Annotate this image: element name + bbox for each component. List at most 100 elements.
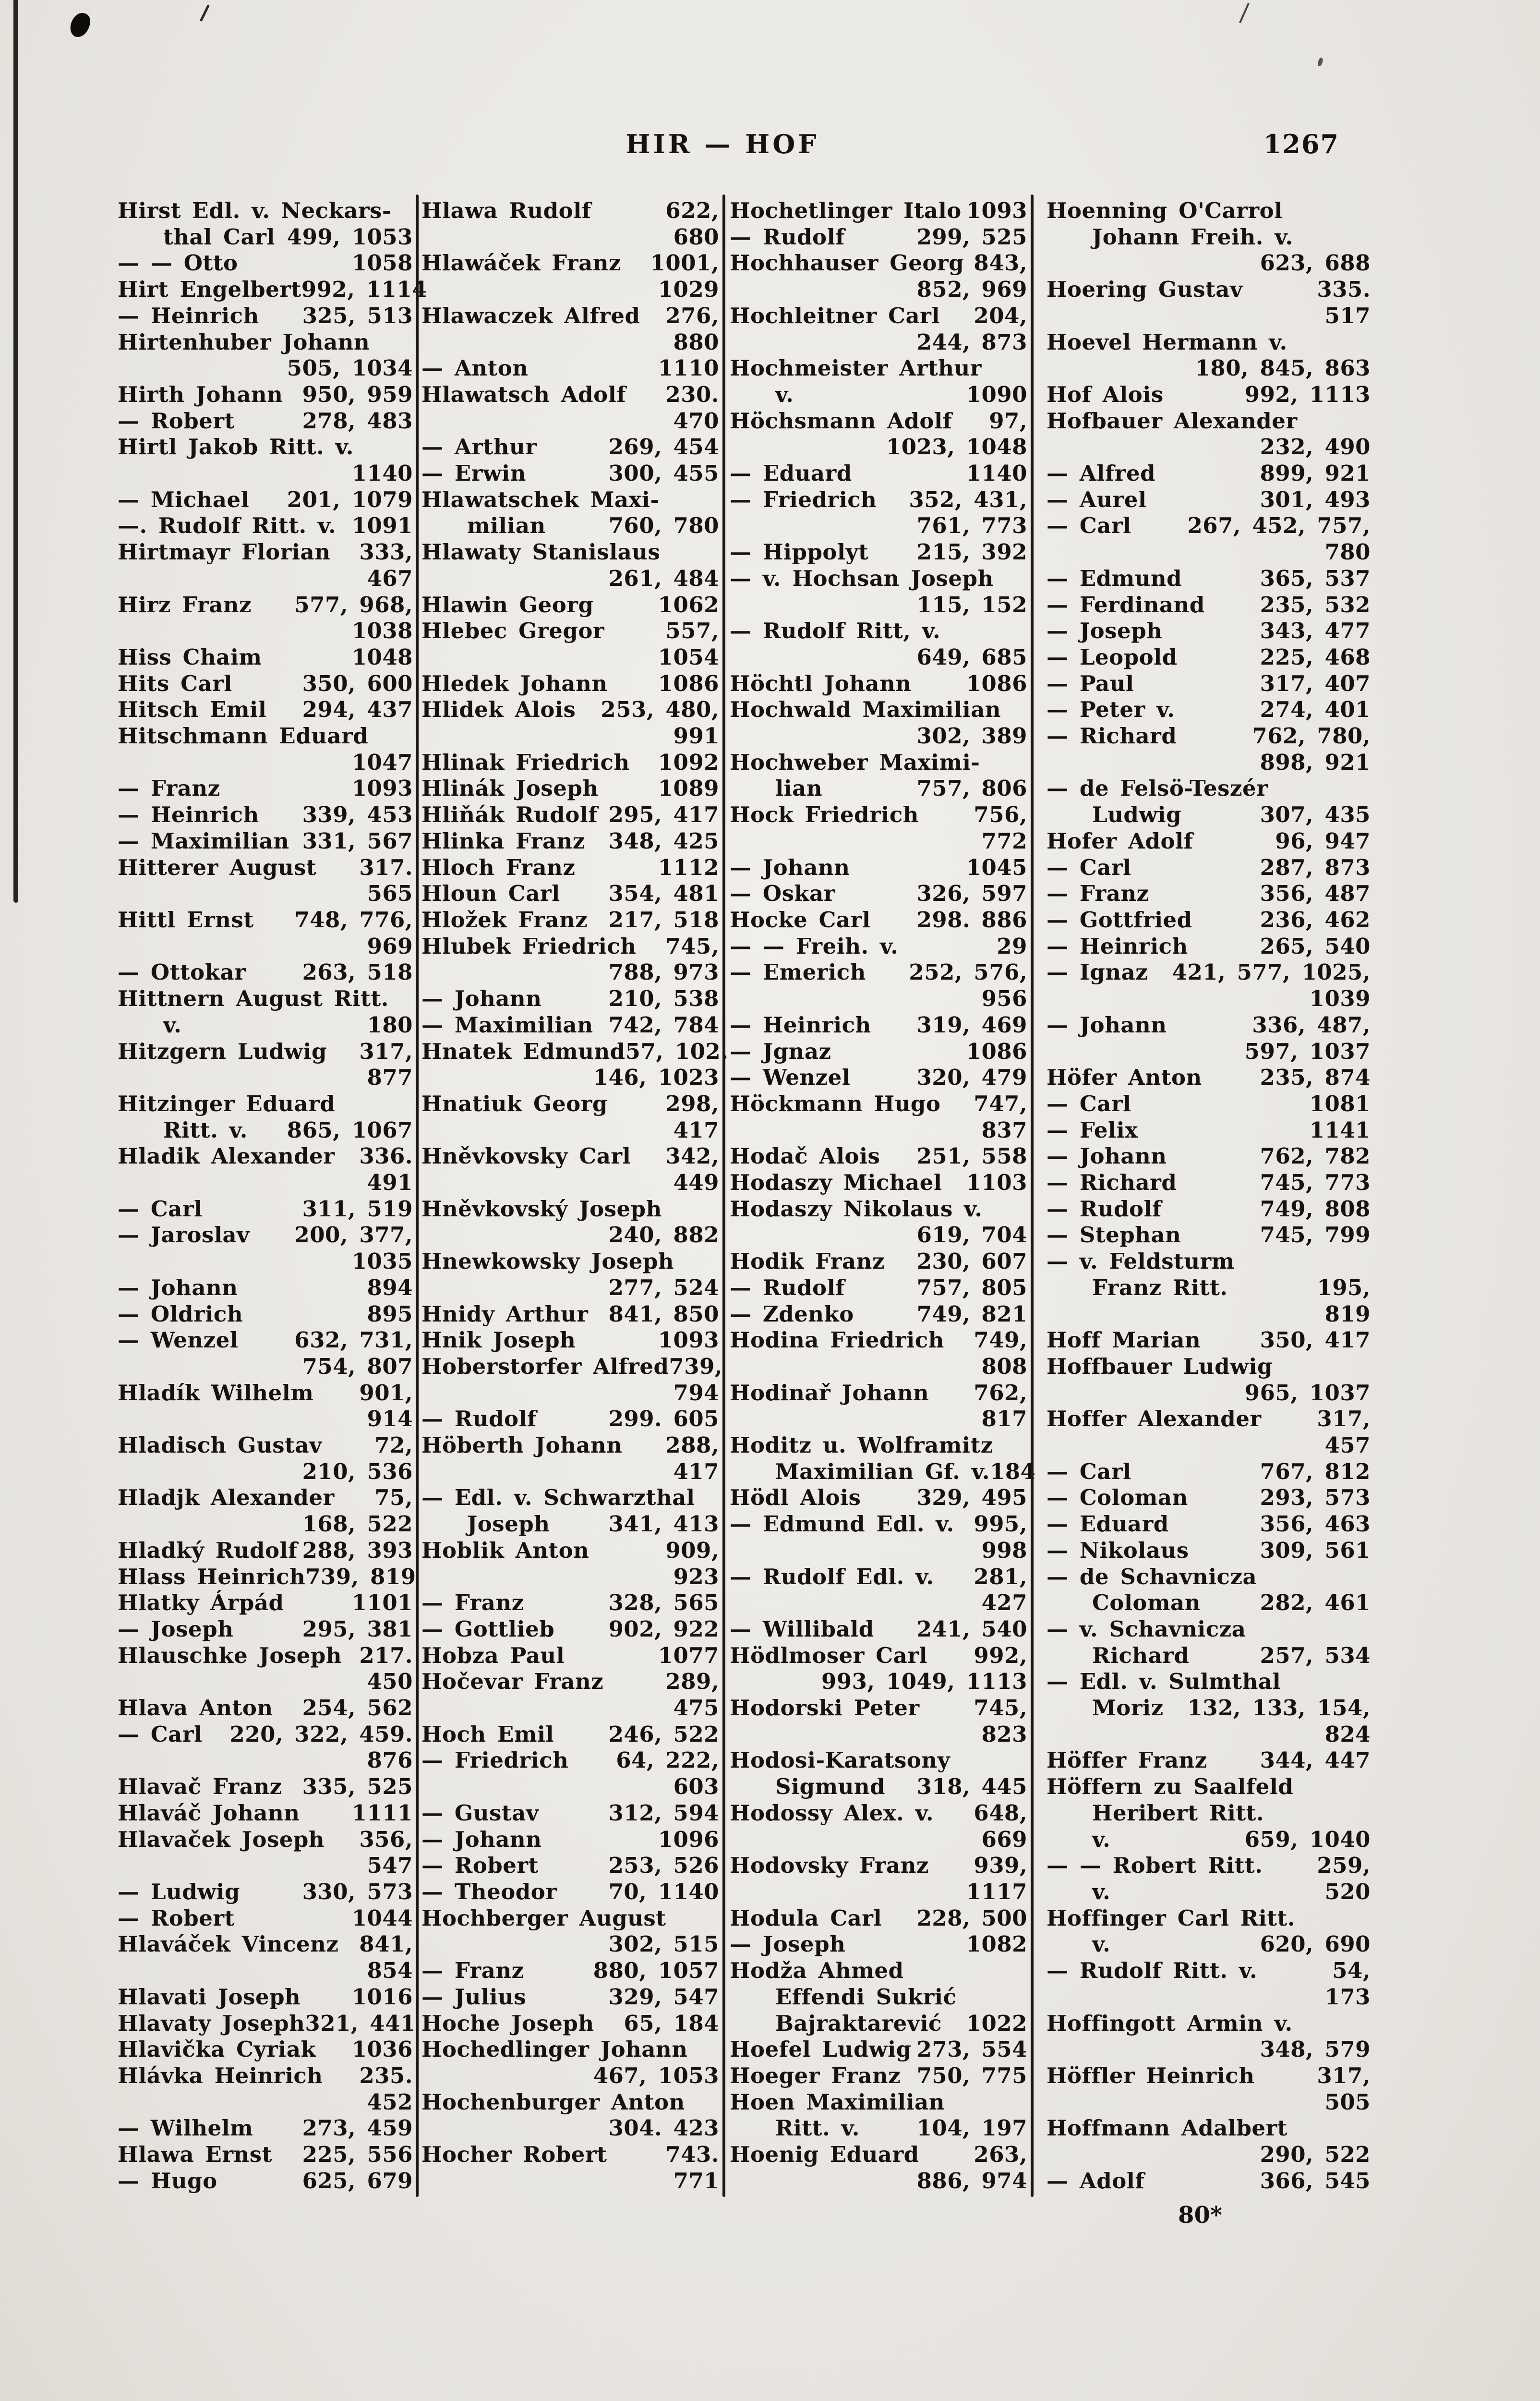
index-line: Hodinař Johann 762,	[730, 1380, 1027, 1407]
index-line: — Rudolf Ritt. v. 54,	[1047, 1958, 1371, 1984]
entry-name: v.	[1092, 1826, 1111, 1852]
index-line: — Oskar 326, 597	[730, 881, 1027, 907]
entry-name: Hitterer August	[118, 854, 317, 880]
index-line: — Theodor 70, 1140	[421, 1879, 719, 1905]
index-line: 210, 536	[118, 1459, 413, 1485]
index-line: 876	[118, 1747, 413, 1774]
entry-name: Hliňák Rudolf	[421, 802, 598, 828]
entry-page-numbers: 597, 1037	[1244, 1038, 1371, 1064]
entry-page-numbers: 467	[367, 565, 413, 591]
entry-name: — Jaroslav	[118, 1222, 250, 1248]
entry-page-numbers: 1082	[966, 1931, 1027, 1957]
index-line: 771	[421, 2168, 719, 2195]
entry-page-numbers: 794	[673, 1380, 719, 1406]
entry-name: Hladik Alexander	[118, 1143, 335, 1169]
entry-name: — Robert	[421, 1853, 539, 1879]
entry-name: Hlavaty Joseph	[118, 2010, 305, 2036]
index-line: — Ferdinand 235, 532	[1047, 592, 1371, 618]
entry-page-numbers: 72,	[374, 1432, 413, 1458]
index-line: —. Rudolf Ritt. v. 1091	[118, 513, 413, 539]
entry-name: — Aurel	[1047, 486, 1147, 512]
entry-page-numbers: 1093	[351, 776, 413, 801]
index-line: Hocke Carl 298. 886	[730, 907, 1027, 934]
index-line: Hlauschke Joseph 217.	[118, 1643, 413, 1669]
entry-name: Hlinák Joseph	[421, 776, 599, 801]
index-line: Höchtl Johann 1086	[730, 671, 1027, 697]
entry-page-numbers: 293, 573	[1260, 1485, 1371, 1511]
index-line: — — Otto 1058	[118, 250, 413, 277]
index-line: 168, 522	[118, 1511, 413, 1538]
printer-signature-mark: 80*	[1178, 2202, 1222, 2229]
entry-page-numbers: 1058	[351, 250, 413, 276]
index-line: — Carl 311, 519	[118, 1196, 413, 1223]
entry-name: Höchtl Johann	[730, 670, 912, 696]
entry-page-numbers: 230.	[665, 381, 719, 407]
index-line: 956	[730, 986, 1027, 1012]
entry-page-numbers: 342,	[665, 1143, 719, 1169]
index-line: — Robert 253, 526	[421, 1853, 719, 1879]
entry-name: — Maximilian	[421, 1012, 593, 1038]
index-line: 852, 969	[730, 277, 1027, 303]
index-line: Hoditz u. Wolframitz	[730, 1432, 1027, 1459]
index-line: 754, 807	[118, 1354, 413, 1380]
entry-name: Hlawatschek Maxi-	[421, 486, 660, 512]
index-line: 449	[421, 1170, 719, 1196]
entry-page-numbers: 457	[1324, 1432, 1371, 1458]
entry-page-numbers: 649, 685	[916, 644, 1027, 670]
entry-page-numbers: 950, 959	[302, 381, 413, 407]
entry-page-numbers: 282, 461	[1260, 1590, 1371, 1616]
index-line: — Rudolf Edl. v. 281,	[730, 1564, 1027, 1590]
index-line: Hlebec Gregor 557,	[421, 618, 719, 644]
index-line: — Leopold 225, 468	[1047, 644, 1371, 671]
entry-name: Höffer Franz	[1047, 1747, 1207, 1773]
entry-page-numbers: 749, 821	[916, 1301, 1027, 1327]
index-line: Hoffinger Carl Ritt.	[1047, 1905, 1371, 1932]
entry-page-numbers: 1096	[658, 1826, 719, 1852]
entry-page-numbers: 417	[673, 1117, 719, 1143]
index-line: Hoen Maximilian	[730, 2089, 1027, 2116]
entry-page-numbers: 992,	[974, 1642, 1027, 1668]
entry-page-numbers: 336, 487,	[1252, 1012, 1371, 1038]
ink-mark	[199, 4, 210, 22]
index-line: 794	[421, 1380, 719, 1407]
entry-page-numbers: 295, 381	[302, 1616, 413, 1642]
index-line: — Joseph 1082	[730, 1931, 1027, 1958]
entry-page-numbers: 326, 597	[916, 881, 1027, 907]
entry-name: — Wilhelm	[118, 2115, 253, 2141]
index-line: Hof Alois 992, 1113	[1047, 382, 1371, 408]
entry-name: Hladisch Gustav	[118, 1432, 322, 1458]
entry-name: Höckmann Hugo	[730, 1091, 941, 1116]
entry-page-numbers: 261, 484	[608, 565, 719, 591]
entry-page-numbers: 343, 477	[1260, 618, 1371, 644]
entry-name: Höffler Heinrich	[1047, 2062, 1255, 2088]
entry-page-numbers: 470	[673, 408, 719, 434]
entry-page-numbers: 823	[981, 1721, 1027, 1747]
entry-name: — Franz	[421, 1590, 524, 1616]
entry-name: Hlavaček Joseph	[118, 1826, 325, 1852]
entry-page-numbers: 956	[981, 986, 1027, 1012]
entry-page-numbers: 991	[673, 723, 719, 749]
entry-page-numbers: 230, 607	[916, 1249, 1027, 1274]
entry-page-numbers: 1086	[966, 1038, 1027, 1064]
index-line: Hlawin Georg 1062	[421, 592, 719, 618]
entry-name: — Carl	[1047, 513, 1131, 539]
index-line: Hocher Robert 743.	[421, 2142, 719, 2168]
entry-page-numbers: 1036	[351, 2037, 413, 2062]
index-line: Hochedlinger Johann	[421, 2037, 719, 2063]
entry-page-numbers: 201, 1079	[287, 486, 413, 512]
index-line: — Ignaz 421, 577, 1025,	[1047, 959, 1371, 986]
index-line: — Rudolf 299, 525	[730, 224, 1027, 251]
column-divider-rule	[722, 194, 725, 2197]
entry-page-numbers: 295, 417	[608, 802, 719, 828]
entry-name: Hodosi-Karatsony	[730, 1747, 950, 1773]
index-line: — Robert 278, 483	[118, 408, 413, 435]
index-line: — Johann 1045	[730, 855, 1027, 881]
index-line: — Michael 201, 1079	[118, 487, 413, 513]
index-line: — Ottokar 263, 518	[118, 959, 413, 986]
entry-page-numbers: 57, 102.	[625, 1038, 729, 1064]
index-line: Hirz Franz 577, 968,	[118, 592, 413, 618]
index-line: Hnatek Edmund 57, 102.	[421, 1039, 728, 1065]
entry-name: Hledek Johann	[421, 670, 608, 696]
index-line: — Jaroslav 200, 377,	[118, 1222, 413, 1249]
